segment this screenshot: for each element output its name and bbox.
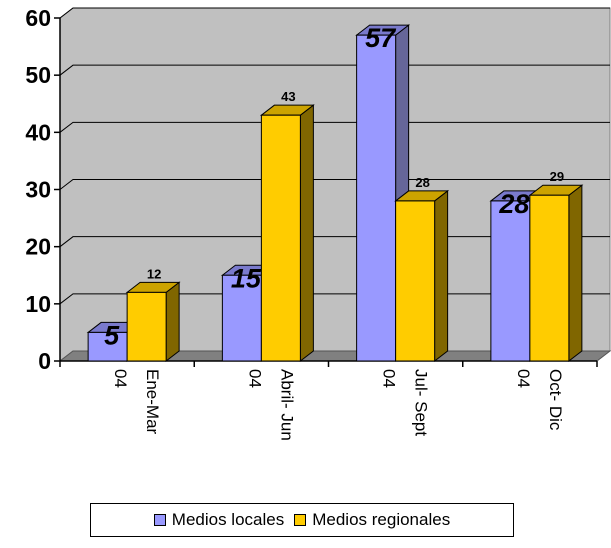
bar-side	[568, 184, 583, 363]
y-tick-label: 10	[25, 291, 51, 317]
y-tick-label: 20	[25, 234, 51, 260]
category-label-line1: Abril- Jun	[277, 369, 296, 441]
data-label: 43	[281, 89, 295, 104]
bar-side	[434, 189, 449, 363]
bar-side	[299, 104, 314, 363]
legend-swatch-medios-regionales	[294, 514, 307, 526]
bar	[126, 291, 167, 362]
category-label: Abril- Jun 04	[245, 369, 296, 441]
data-label: 12	[147, 266, 161, 281]
data-label: 15	[231, 263, 262, 293]
category-label-line1: Jul- Sept	[412, 369, 431, 436]
y-tick-label: 50	[25, 62, 51, 88]
data-label: 57	[365, 23, 397, 53]
bar	[395, 200, 436, 362]
data-label: 28	[415, 175, 429, 190]
category-label-line2: 04	[380, 369, 399, 388]
category-label-line2: 04	[514, 369, 533, 388]
category-label-line2: 04	[111, 369, 130, 388]
gridline	[59, 179, 610, 190]
y-tick-label: 40	[25, 119, 51, 145]
category-label-line2: 04	[245, 369, 264, 388]
legend-item-medios-locales: Medios locales	[153, 510, 285, 530]
y-tick-label: 0	[38, 348, 51, 374]
y-tick-label: 30	[25, 177, 51, 203]
bar-side	[165, 281, 180, 363]
bar	[221, 274, 262, 362]
bar	[260, 114, 301, 362]
legend-item-medios-regionales: Medios regionales	[294, 510, 450, 530]
legend-swatch-medios-locales	[153, 514, 166, 526]
y-tick-label: 60	[25, 5, 51, 31]
category-label: Jul- Sept 04	[380, 369, 431, 436]
gridline	[59, 64, 610, 76]
chart-legend: Medios locales Medios regionales	[90, 503, 514, 537]
data-label: 29	[550, 169, 564, 184]
category-label: Ene-Mar 04	[111, 369, 162, 435]
legend-label-medios-regionales: Medios regionales	[312, 510, 451, 529]
category-label: Oct- Dic 04	[514, 369, 565, 431]
bar	[87, 331, 128, 362]
legend-label-medios-locales: Medios locales	[171, 510, 285, 529]
data-label: 5	[104, 320, 120, 350]
gridline	[59, 7, 610, 19]
bar	[356, 34, 397, 362]
category-label-line1: Ene-Mar	[143, 369, 162, 435]
bar	[529, 194, 570, 362]
data-label: 28	[498, 189, 529, 219]
category-label-line1: Oct- Dic	[546, 369, 565, 431]
gridline	[59, 121, 610, 133]
bar	[490, 200, 531, 362]
